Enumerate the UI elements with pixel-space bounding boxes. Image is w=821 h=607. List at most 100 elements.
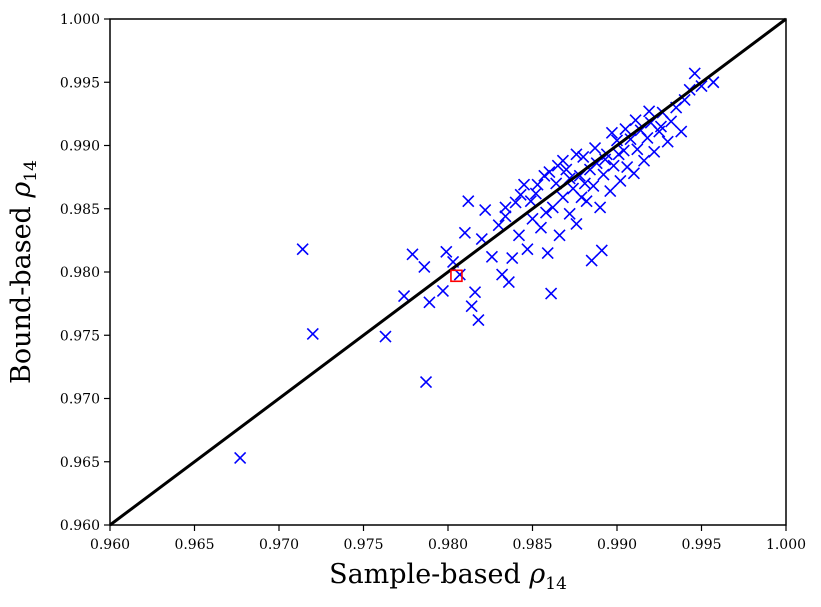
scatter-point xyxy=(543,165,556,179)
y-tick-label: 0.965 xyxy=(60,455,100,471)
scatter-point xyxy=(597,168,610,181)
scatter-point xyxy=(499,210,512,223)
scatter-point xyxy=(539,206,553,219)
scatter-point xyxy=(654,120,668,133)
scatter-point xyxy=(509,196,522,209)
scatter-point xyxy=(479,203,492,217)
y-tick-label: 0.985 xyxy=(60,202,100,218)
scatter-point xyxy=(575,191,588,204)
scatter-point xyxy=(661,135,674,148)
scatter-point xyxy=(397,289,411,303)
y-tick-label: 0.980 xyxy=(60,265,100,281)
scatter-point xyxy=(637,154,651,167)
highlighted-point xyxy=(450,269,463,283)
scatter-point xyxy=(406,248,419,261)
scatter-point xyxy=(499,201,512,214)
scatter-point xyxy=(675,125,688,138)
scatter-point xyxy=(627,167,640,180)
scatter-point xyxy=(458,226,471,239)
x-tick-label: 0.995 xyxy=(681,537,721,553)
scatter-point xyxy=(629,114,642,127)
scatter-point xyxy=(546,201,559,214)
scatter-point xyxy=(641,131,654,144)
x-axis-title: Sample-based ρ14 xyxy=(329,559,567,594)
x-tick-label: 0.975 xyxy=(343,537,383,553)
scatter-point xyxy=(423,296,436,309)
y-tick-label: 0.960 xyxy=(60,518,100,534)
scatter-point xyxy=(631,143,644,156)
scatter-point xyxy=(570,148,583,161)
scatter-point xyxy=(485,250,499,263)
scatter-point xyxy=(436,284,449,298)
scatter-point xyxy=(538,169,551,182)
x-axis-title-subscript: 14 xyxy=(545,574,567,594)
scatter-point xyxy=(531,178,544,191)
x-tick-label: 0.980 xyxy=(428,537,468,553)
scatter-point xyxy=(594,201,607,214)
scatter-point xyxy=(418,260,431,274)
scatter-point xyxy=(595,244,608,257)
x-axis-title-main: Sample-based xyxy=(329,559,529,590)
y-axis-ticks: 0.960 0.965 0.970 0.975 0.980 0.985 0.990 0.995… xyxy=(60,12,110,534)
scatter-point xyxy=(541,246,554,260)
scatter-point xyxy=(605,126,618,139)
scatter-point xyxy=(688,67,701,80)
scatter-point xyxy=(492,219,505,232)
scatter-point xyxy=(379,330,392,343)
y-axis-title: Bound-based ρ14 xyxy=(6,160,41,384)
x-axis-ticks: 0.960 0.965 0.970 0.975 0.980 0.985 0.990 0.995… xyxy=(90,525,806,553)
scatter-point xyxy=(617,144,630,157)
scatter-point xyxy=(306,327,319,341)
scatter-point xyxy=(578,177,591,190)
scatter-point xyxy=(440,245,453,258)
scatter-point xyxy=(465,300,478,313)
scatter-point xyxy=(587,179,600,193)
scatter-point xyxy=(517,178,531,191)
scatter-point xyxy=(545,287,558,300)
scatter-point xyxy=(468,286,482,299)
scatter-point xyxy=(506,252,519,265)
scatter-point xyxy=(296,243,309,256)
scatter-point xyxy=(612,148,625,161)
scatter-point xyxy=(553,229,566,242)
y-axis-title-subscript: 14 xyxy=(21,160,41,182)
y-tick-label: 0.975 xyxy=(60,328,100,344)
scatter-point xyxy=(624,133,637,146)
scatter-point xyxy=(419,375,433,389)
scatter-point xyxy=(560,163,573,176)
x-tick-label: 0.965 xyxy=(174,537,214,553)
y-tick-label: 0.995 xyxy=(60,75,100,91)
scatter-point xyxy=(585,254,598,267)
y-tick-label: 0.970 xyxy=(60,392,100,408)
highlight-marks xyxy=(450,269,463,283)
scatter-point xyxy=(577,150,590,163)
scatter-point xyxy=(524,195,537,208)
x-tick-label: 0.970 xyxy=(259,537,299,553)
scatter-point xyxy=(570,217,583,230)
scatter-point xyxy=(707,76,720,89)
y-axis-title-main: Bound-based xyxy=(6,198,37,384)
scatter-point xyxy=(580,195,593,208)
x-axis-title-symbol: ρ xyxy=(528,559,545,590)
y-axis-title-symbol: ρ xyxy=(6,182,37,199)
scatter-point xyxy=(665,115,678,128)
y-tick-label: 1.000 xyxy=(60,12,100,28)
identity-reference-line xyxy=(109,17,787,527)
x-tick-label: 0.985 xyxy=(512,537,552,553)
y-tick-label: 0.990 xyxy=(60,139,100,155)
scatter-point xyxy=(588,141,602,155)
scatter-point xyxy=(604,184,617,198)
scatter-point xyxy=(556,191,569,204)
x-tick-label: 0.960 xyxy=(90,537,130,553)
scatter-point xyxy=(521,243,534,256)
scatter-point xyxy=(695,79,708,93)
scatter-point xyxy=(648,145,661,158)
scatter-point xyxy=(462,195,475,208)
scatter-point xyxy=(614,174,627,187)
scatter-point xyxy=(619,122,632,136)
scatter-point xyxy=(472,314,485,327)
scatter-point xyxy=(563,207,576,220)
x-tick-label: 1.000 xyxy=(766,537,806,553)
scatter-point xyxy=(551,159,564,172)
